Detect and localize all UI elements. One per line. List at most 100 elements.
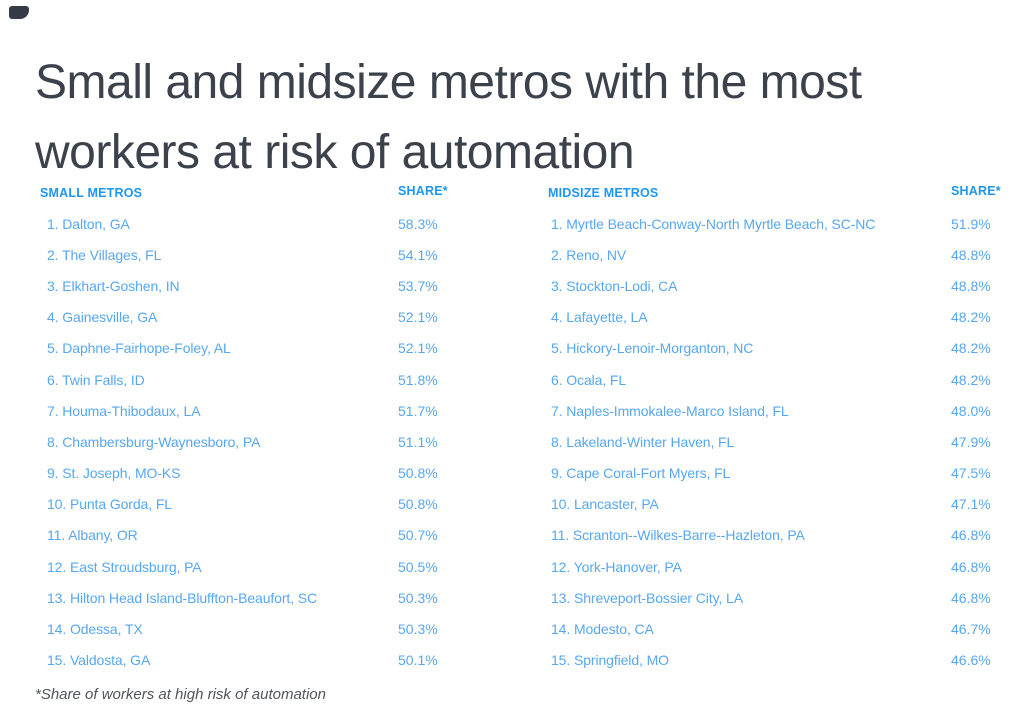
share-value: 52.1% — [398, 309, 438, 326]
cropped-logo-mark — [9, 6, 29, 19]
share-value: 51.1% — [398, 433, 438, 450]
table-row: 11. Albany, OR 50.7% — [40, 520, 516, 551]
small-metros-rows: 1. Dalton, GA 58.3% 2. The Villages, FL 54.… — [40, 208, 516, 676]
share-value: 46.8% — [951, 558, 991, 575]
table-row: 12. East Stroudsburg, PA 50.5% — [40, 551, 516, 582]
metro-label: 1. Dalton, GA — [47, 215, 130, 232]
share-value: 46.7% — [951, 621, 991, 638]
table-row: 8. Chambersburg-Waynesboro, PA 51.1% — [40, 426, 516, 457]
share-value: 47.5% — [951, 465, 991, 482]
metro-label: 4. Gainesville, GA — [47, 309, 158, 326]
share-value: 46.8% — [951, 527, 991, 544]
metro-label: 9. St. Joseph, MO-KS — [47, 465, 181, 482]
small-metros-table-header: SMALL METROS SHARE* — [40, 184, 516, 200]
table-row: 13. Hilton Head Island-Bluffton-Beaufort… — [40, 582, 516, 613]
share-value: 46.6% — [951, 652, 991, 669]
share-column-header: SHARE* — [951, 184, 1001, 198]
share-value: 51.9% — [951, 215, 991, 232]
share-value: 58.3% — [398, 215, 438, 232]
footnote: *Share of workers at high risk of automa… — [35, 686, 326, 703]
metro-label: 8. Lakeland-Winter Haven, FL — [551, 433, 735, 450]
page-title: Small and midsize metros with the most wo… — [35, 48, 862, 188]
share-column-header: SHARE* — [398, 184, 448, 198]
table-row: 1. Myrtle Beach-Conway-North Myrtle Beac… — [548, 208, 1024, 239]
share-value: 51.7% — [398, 402, 438, 419]
midsize-metros-rows: 1. Myrtle Beach-Conway-North Myrtle Beac… — [548, 208, 1024, 676]
table-row: 10. Punta Gorda, FL 50.8% — [40, 489, 516, 520]
share-value: 50.3% — [398, 589, 438, 606]
share-value: 53.7% — [398, 277, 438, 294]
table-row: 2. The Villages, FL 54.1% — [40, 239, 516, 270]
share-value: 48.8% — [951, 277, 991, 294]
metro-label: 6. Ocala, FL — [551, 371, 627, 388]
metro-label: 1. Myrtle Beach-Conway-North Myrtle Beac… — [551, 215, 876, 232]
metro-label: 13. Hilton Head Island-Bluffton-Beaufort… — [47, 589, 318, 606]
table-row: 11. Scranton--Wilkes-Barre--Hazleton, PA… — [548, 520, 1024, 551]
small-metros-table: SMALL METROS SHARE* 1. Dalton, GA 58.3% 2.… — [40, 184, 516, 668]
page-title-line-2: workers at risk of automation — [35, 126, 635, 180]
metro-label: 12. East Stroudsburg, PA — [47, 558, 202, 575]
share-value: 50.3% — [398, 621, 438, 638]
table-row: 2. Reno, NV 48.8% — [548, 239, 1024, 270]
metro-label: 8. Chambersburg-Waynesboro, PA — [47, 433, 261, 450]
metro-label: 12. York-Hanover, PA — [551, 558, 682, 575]
table-row: 5. Hickory-Lenoir-Morganton, NC 48.2% — [548, 333, 1024, 364]
metro-label: 5. Daphne-Fairhope-Foley, AL — [47, 340, 231, 357]
share-value: 48.2% — [951, 371, 991, 388]
metro-label: 3. Elkhart-Goshen, IN — [47, 277, 180, 294]
metro-label: 3. Stockton-Lodi, CA — [551, 277, 678, 294]
table-row: 14. Modesto, CA 46.7% — [548, 613, 1024, 644]
midsize-metros-table: MIDSIZE METROS SHARE* 1. Myrtle Beach-Co… — [548, 184, 1024, 668]
share-value: 48.2% — [951, 309, 991, 326]
metro-label: 4. Lafayette, LA — [551, 309, 648, 326]
table-row: 15. Valdosta, GA 50.1% — [40, 645, 516, 676]
midsize-metros-column-header: MIDSIZE METROS — [548, 186, 659, 200]
share-value: 50.5% — [398, 558, 438, 575]
metro-label: 15. Springfield, MO — [551, 652, 669, 669]
table-row: 10. Lancaster, PA 47.1% — [548, 489, 1024, 520]
table-row: 7. Houma-Thibodaux, LA 51.7% — [40, 395, 516, 426]
midsize-metros-table-header: MIDSIZE METROS SHARE* — [548, 184, 1024, 200]
metro-label: 14. Modesto, CA — [551, 621, 654, 638]
share-value: 50.8% — [398, 496, 438, 513]
share-value: 47.1% — [951, 496, 991, 513]
metro-label: 13. Shreveport-Bossier City, LA — [551, 589, 743, 606]
table-row: 14. Odessa, TX 50.3% — [40, 613, 516, 644]
share-value: 50.7% — [398, 527, 438, 544]
share-value: 47.9% — [951, 433, 991, 450]
metro-label: 7. Naples-Immokalee-Marco Island, FL — [551, 402, 789, 419]
table-row: 9. St. Joseph, MO-KS 50.8% — [40, 458, 516, 489]
share-value: 50.1% — [398, 652, 438, 669]
metro-label: 5. Hickory-Lenoir-Morganton, NC — [551, 340, 754, 357]
table-row: 12. York-Hanover, PA 46.8% — [548, 551, 1024, 582]
metro-label: 10. Punta Gorda, FL — [47, 496, 172, 513]
share-value: 48.8% — [951, 246, 991, 263]
table-row: 8. Lakeland-Winter Haven, FL 47.9% — [548, 426, 1024, 457]
metro-label: 11. Scranton--Wilkes-Barre--Hazleton, PA — [551, 527, 805, 544]
metro-label: 15. Valdosta, GA — [47, 652, 151, 669]
table-row: 6. Ocala, FL 48.2% — [548, 364, 1024, 395]
page-title-line-1: Small and midsize metros with the most — [35, 56, 862, 110]
small-metros-column-header: SMALL METROS — [40, 186, 143, 200]
share-value: 52.1% — [398, 340, 438, 357]
metro-label: 7. Houma-Thibodaux, LA — [47, 402, 201, 419]
table-row: 4. Gainesville, GA 52.1% — [40, 302, 516, 333]
table-row: 7. Naples-Immokalee-Marco Island, FL 48.0… — [548, 395, 1024, 426]
table-row: 15. Springfield, MO 46.6% — [548, 645, 1024, 676]
metro-label: 11. Albany, OR — [47, 527, 138, 544]
table-row: 3. Stockton-Lodi, CA 48.8% — [548, 270, 1024, 301]
table-row: 4. Lafayette, LA 48.2% — [548, 302, 1024, 333]
metro-label: 2. The Villages, FL — [47, 246, 162, 263]
share-value: 46.8% — [951, 589, 991, 606]
share-value: 51.8% — [398, 371, 438, 388]
metro-label: 10. Lancaster, PA — [551, 496, 659, 513]
table-row: 9. Cape Coral-Fort Myers, FL 47.5% — [548, 458, 1024, 489]
metro-label: 2. Reno, NV — [551, 246, 627, 263]
share-value: 48.2% — [951, 340, 991, 357]
table-row: 1. Dalton, GA 58.3% — [40, 208, 516, 239]
table-row: 13. Shreveport-Bossier City, LA 46.8% — [548, 582, 1024, 613]
metro-label: 6. Twin Falls, ID — [47, 371, 145, 388]
share-value: 48.0% — [951, 402, 991, 419]
share-value: 50.8% — [398, 465, 438, 482]
table-row: 5. Daphne-Fairhope-Foley, AL 52.1% — [40, 333, 516, 364]
